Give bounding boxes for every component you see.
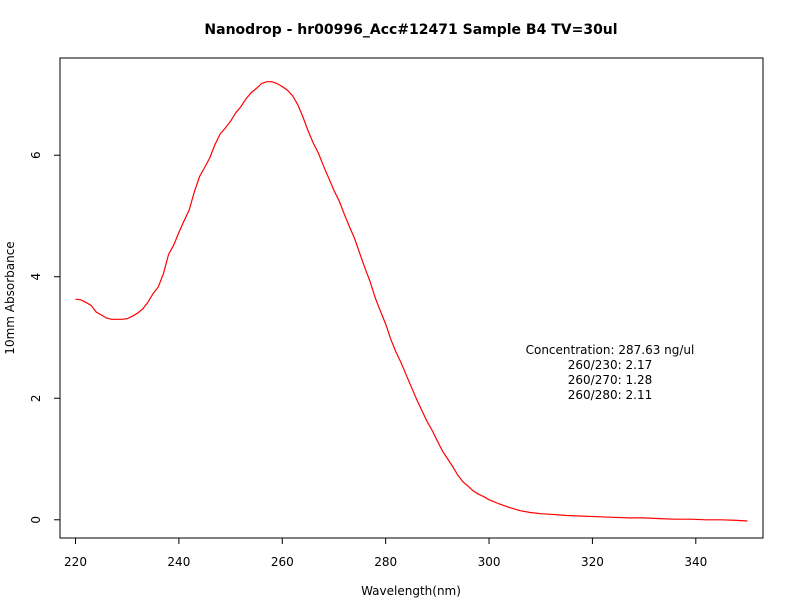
absorbance-series-line — [75, 81, 748, 522]
plot-frame — [59, 57, 764, 539]
chart-title: Nanodrop - hr00996_Acc#12471 Sample B4 T… — [204, 22, 617, 38]
x-tick-label: 300 — [478, 555, 501, 569]
ratio-260-230-text: 260/230: 2.17 — [568, 358, 652, 372]
ratio-260-270-text: 260/270: 1.28 — [568, 373, 652, 387]
ratio-260-280-text: 260/280: 2.11 — [568, 388, 652, 402]
stats-annotation: Concentration: 287.63 ng/ul 260/230: 2.1… — [526, 343, 695, 402]
x-tick-label: 340 — [684, 555, 707, 569]
x-tick-label: 320 — [581, 555, 604, 569]
y-tick-label: 0 — [29, 516, 43, 524]
y-tick-label: 2 — [29, 394, 43, 402]
y-axis: 0 2 4 6 — [29, 151, 61, 524]
x-tick-label: 240 — [167, 555, 190, 569]
x-tick-label: 280 — [374, 555, 397, 569]
y-axis-label: 10mm Absorbance — [3, 241, 17, 354]
x-tick-label: 260 — [271, 555, 294, 569]
y-tick-label: 4 — [29, 273, 43, 281]
x-tick-label: 220 — [64, 555, 87, 569]
x-axis: 220 240 260 280 300 320 340 — [64, 537, 707, 569]
x-axis-label: Wavelength(nm) — [361, 584, 461, 598]
y-tick-label: 6 — [29, 151, 43, 159]
concentration-text: Concentration: 287.63 ng/ul — [526, 343, 695, 357]
